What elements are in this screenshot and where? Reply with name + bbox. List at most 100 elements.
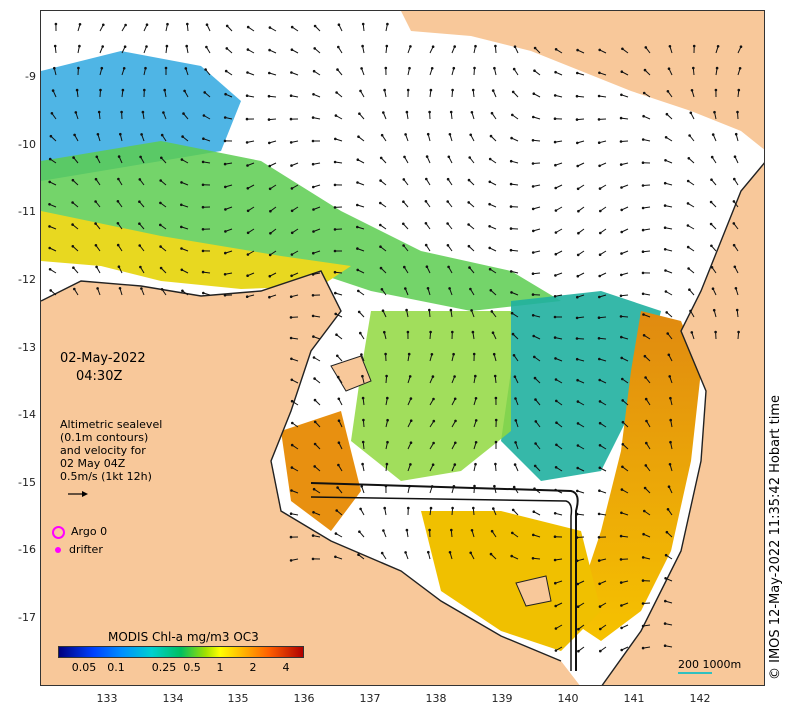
velocity-arrow-head xyxy=(598,274,601,278)
velocity-arrow-head xyxy=(474,397,478,400)
velocity-arrow-head xyxy=(402,178,406,181)
land-wellesley-island xyxy=(515,575,552,607)
velocity-arrow-head xyxy=(599,649,602,653)
velocity-arrow-head xyxy=(290,164,293,167)
velocity-arrow-head xyxy=(100,66,104,70)
velocity-arrow-head xyxy=(643,68,647,72)
drifter-track xyxy=(310,482,579,671)
velocity-arrow-head xyxy=(510,311,514,315)
velocity-arrow-head xyxy=(311,273,315,276)
velocity-arrow-head xyxy=(145,45,148,48)
velocity-arrow-head xyxy=(621,420,625,424)
velocity-arrow-head xyxy=(553,140,557,144)
velocity-arrow-head xyxy=(576,489,579,493)
colorbar-tick: 0.1 xyxy=(107,661,125,674)
velocity-arrow-head xyxy=(641,556,645,559)
velocity-arrow-head xyxy=(532,533,535,537)
velocity-arrow-head xyxy=(689,111,693,115)
velocity-arrow-head xyxy=(334,312,338,316)
colorbar-tick: 0.5 xyxy=(183,661,201,674)
velocity-arrow-head xyxy=(735,308,739,312)
velocity-arrow-head xyxy=(140,287,143,290)
coastline-east xyxy=(601,162,764,685)
velocity-arrow-head xyxy=(335,509,339,512)
velocity-arrow-head xyxy=(380,288,384,291)
velocity-arrow-head xyxy=(311,534,315,537)
velocity-arrow-head xyxy=(533,376,537,380)
velocity-arrow-head xyxy=(357,135,360,138)
velocity-arrow-head xyxy=(72,266,75,269)
velocity-arrow-head xyxy=(554,163,557,167)
velocity-arrow-head xyxy=(533,355,536,359)
velocity-arrow-head xyxy=(159,266,163,270)
velocity-arrow-head xyxy=(424,243,428,247)
velocity-arrow-head xyxy=(620,208,623,212)
velocity-arrow-head xyxy=(337,45,340,49)
velocity-arrow-head xyxy=(598,295,601,299)
velocity-arrow-head xyxy=(333,270,337,274)
x-tick: 140 xyxy=(557,692,579,705)
velocity-arrow-head xyxy=(472,352,476,356)
velocity-arrow-head xyxy=(268,141,271,145)
velocity-arrow-head xyxy=(531,207,535,211)
velocity-arrow-head xyxy=(733,177,736,181)
velocity-arrow-head xyxy=(620,273,623,277)
y-tick: -9 xyxy=(25,70,36,83)
velocity-arrow-head xyxy=(78,44,81,48)
velocity-arrow-head xyxy=(576,48,579,52)
velocity-arrow-head xyxy=(663,226,667,229)
velocity-arrow-head xyxy=(533,46,537,50)
velocity-arrow-head xyxy=(597,559,601,562)
velocity-arrow-head xyxy=(509,248,513,252)
velocity-arrow-head xyxy=(555,443,558,447)
velocity-arrow-head xyxy=(447,265,450,269)
velocity-arrow-head xyxy=(531,272,535,276)
velocity-arrow-head xyxy=(598,378,601,382)
velocity-arrow-head xyxy=(159,201,162,205)
velocity-arrow-head xyxy=(404,551,407,554)
velocity-arrow-head xyxy=(224,230,227,233)
velocity-arrow-head xyxy=(311,162,315,166)
velocity-arrow-head xyxy=(554,209,558,212)
velocity-arrow-head xyxy=(184,67,188,70)
velocity-arrow-head xyxy=(382,111,385,114)
colorbar-title: MODIS Chl-a mg/m3 OC3 xyxy=(108,630,259,644)
velocity-arrow-head xyxy=(313,47,317,50)
y-tick: -14 xyxy=(18,408,36,421)
velocity-arrow-head xyxy=(669,396,672,400)
velocity-arrow-head xyxy=(513,375,517,379)
velocity-arrow-head xyxy=(409,463,412,466)
velocity-arrow-head xyxy=(642,532,645,536)
velocity-arrow-head xyxy=(665,112,669,116)
colorbar-tick: 2 xyxy=(249,661,257,674)
map-canvas[interactable] xyxy=(40,10,765,686)
velocity-arrow-head xyxy=(710,266,714,269)
velocity-arrow-head xyxy=(121,88,125,92)
velocity-arrow-head xyxy=(620,252,623,255)
y-tick: -15 xyxy=(18,476,36,489)
velocity-arrow-head xyxy=(180,158,184,161)
velocity-arrow-head xyxy=(621,465,624,469)
velocity-arrow-head xyxy=(469,287,472,291)
velocity-arrow-head xyxy=(336,354,339,358)
velocity-arrow-head xyxy=(162,111,165,114)
velocity-arrow-head xyxy=(448,551,452,554)
velocity-arrow-head xyxy=(101,45,104,48)
velocity-arrow-head xyxy=(183,89,186,93)
velocity-arrow-head xyxy=(203,91,206,94)
colorbar xyxy=(58,646,304,658)
velocity-arrow-head xyxy=(245,141,249,144)
velocity-arrow-head xyxy=(313,24,317,28)
velocity-arrow-head xyxy=(510,291,513,294)
velocity-arrow-head xyxy=(710,244,713,248)
velocity-arrow-head xyxy=(357,310,361,314)
velocity-arrow-head xyxy=(710,155,714,159)
velocity-arrow-head xyxy=(492,352,496,356)
velocity-arrow-head xyxy=(449,308,453,312)
velocity-arrow-head xyxy=(711,287,715,291)
velocity-arrow-head xyxy=(597,337,601,340)
velocity-arrow-head xyxy=(663,622,667,625)
velocity-arrow-head xyxy=(312,93,315,96)
credit-text: © IMOS 12-May-2022 11:35:42 Hobart time xyxy=(768,395,783,680)
velocity-arrow-head xyxy=(642,334,646,337)
